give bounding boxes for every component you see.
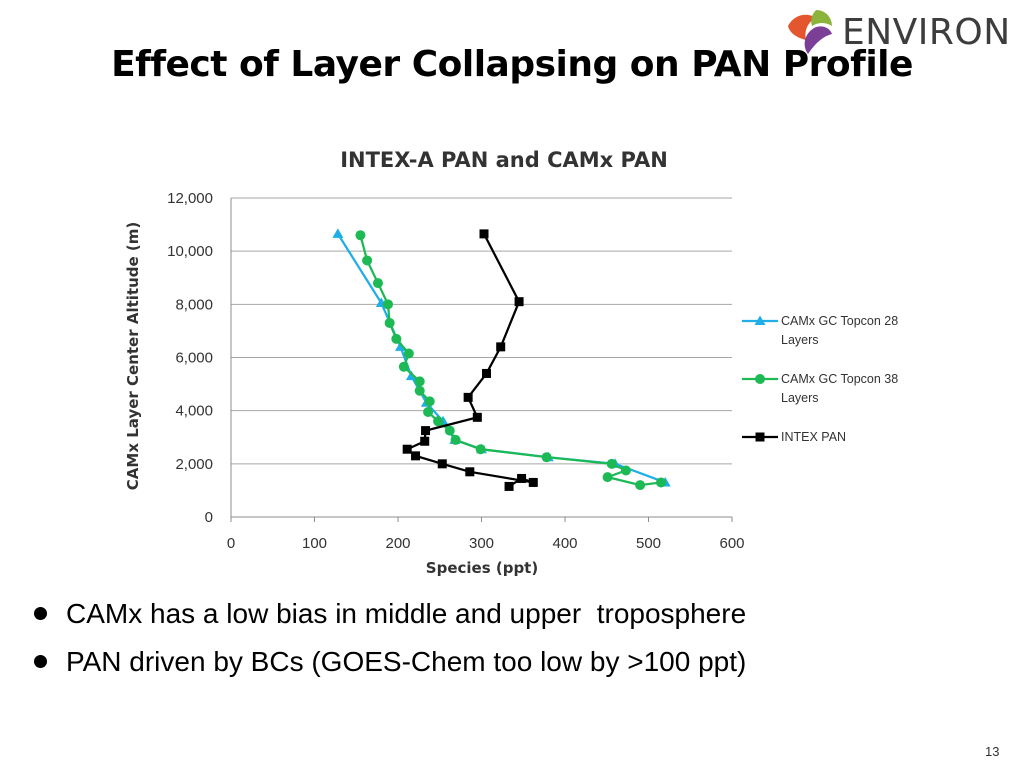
legend-item: CAMx GC Topcon 28 Layers	[742, 314, 898, 347]
data-point	[384, 317, 395, 328]
legend-marker	[755, 432, 765, 442]
legend-item: CAMx GC Topcon 38 Layers	[742, 372, 898, 405]
data-point	[496, 342, 506, 352]
logo-leaf-orange	[788, 14, 816, 40]
bullet-dot	[34, 655, 47, 668]
data-point	[411, 451, 421, 461]
x-axis-title: Species (ppt)	[426, 559, 538, 577]
legend-marker	[755, 374, 765, 384]
x-tick-label: 0	[227, 535, 235, 552]
bullet-item: PAN driven by BCs (GOES-Chem too low by …	[30, 640, 746, 688]
data-point	[355, 230, 366, 241]
y-tick-label: 10,000	[167, 243, 213, 260]
data-point	[444, 425, 455, 436]
legend-label: INTEX PAN	[781, 430, 846, 444]
data-point	[391, 333, 402, 344]
data-point	[423, 406, 434, 417]
bullet-text: PAN driven by BCs (GOES-Chem too low by …	[66, 646, 747, 677]
data-point	[472, 412, 482, 422]
legend-label: CAMx GC Topcon 28	[781, 314, 898, 328]
x-tick-label: 600	[719, 535, 744, 552]
data-point	[420, 436, 430, 446]
x-tick-label: 500	[636, 535, 661, 552]
data-point	[479, 229, 489, 239]
chart-title: INTEX-A PAN and CAMx PAN	[340, 148, 668, 172]
data-point	[437, 459, 447, 469]
y-tick-label: 8,000	[175, 296, 213, 313]
environ-logo-mark	[788, 10, 832, 54]
data-point	[414, 385, 425, 396]
x-axis-ticks: 0 100 200 300 400 500 600	[227, 517, 745, 552]
data-point	[606, 458, 617, 469]
chart-series	[332, 228, 671, 491]
bullet-dot	[34, 607, 47, 620]
data-point	[433, 416, 444, 427]
series-line	[405, 233, 534, 488]
legend-label: Layers	[781, 333, 819, 347]
data-point	[541, 452, 552, 463]
x-tick-label: 400	[552, 535, 577, 552]
legend-label: CAMx GC Topcon 38	[781, 372, 898, 386]
series-camx-gc-topcon-38-layers	[355, 230, 667, 491]
logo-leaf-green	[811, 10, 832, 26]
y-tick-label: 4,000	[175, 403, 213, 420]
data-point	[602, 472, 613, 483]
legend-label: Layers	[781, 391, 819, 405]
data-point	[463, 392, 473, 402]
data-point	[382, 299, 393, 310]
legend-marker	[754, 315, 766, 325]
data-point	[514, 297, 524, 307]
x-tick-label: 100	[302, 535, 327, 552]
x-tick-label: 300	[469, 535, 494, 552]
data-point	[424, 396, 435, 407]
bullet-list: CAMx has a low bias in middle and upper …	[30, 592, 746, 688]
data-point	[421, 426, 431, 436]
legend-item: INTEX PAN	[742, 430, 846, 444]
bullet-item: CAMx has a low bias in middle and upper …	[30, 592, 746, 640]
data-point	[332, 228, 344, 238]
data-point	[635, 480, 646, 491]
y-axis-title: CAMx Layer Center Altitude (m)	[124, 222, 142, 490]
series-intex-pan	[402, 229, 538, 491]
data-point	[528, 477, 538, 487]
data-point	[372, 278, 383, 289]
data-point	[656, 477, 667, 488]
y-tick-label: 12,000	[167, 190, 213, 207]
bullet-text: CAMx has a low bias in middle and upper …	[66, 598, 747, 629]
logo-text: ENVIRON	[842, 12, 1011, 53]
data-point	[450, 434, 461, 445]
chart-gridlines	[231, 197, 732, 465]
data-point	[517, 473, 527, 483]
logo-leaf-purple	[804, 26, 832, 54]
data-point	[504, 481, 514, 491]
environ-logo: ENVIRON	[786, 8, 1016, 58]
y-tick-label: 0	[205, 509, 213, 526]
data-point	[398, 361, 409, 372]
data-point	[465, 467, 475, 477]
y-axis-ticks: 0 2,000 4,000 6,000 8,000 10,000 12,000	[167, 190, 213, 526]
data-point	[482, 368, 492, 378]
data-point	[362, 255, 373, 266]
y-tick-label: 2,000	[175, 456, 213, 473]
data-point	[403, 348, 414, 359]
data-point	[414, 376, 425, 387]
data-point	[475, 444, 486, 455]
page-number: 13	[985, 744, 1000, 759]
x-tick-label: 200	[385, 535, 410, 552]
slide-title: Effect of Layer Collapsing on PAN Profil…	[111, 44, 913, 85]
data-point	[620, 465, 631, 476]
y-tick-label: 6,000	[175, 350, 213, 367]
data-point	[402, 444, 412, 454]
series-line	[359, 234, 662, 487]
series-line	[336, 233, 666, 484]
